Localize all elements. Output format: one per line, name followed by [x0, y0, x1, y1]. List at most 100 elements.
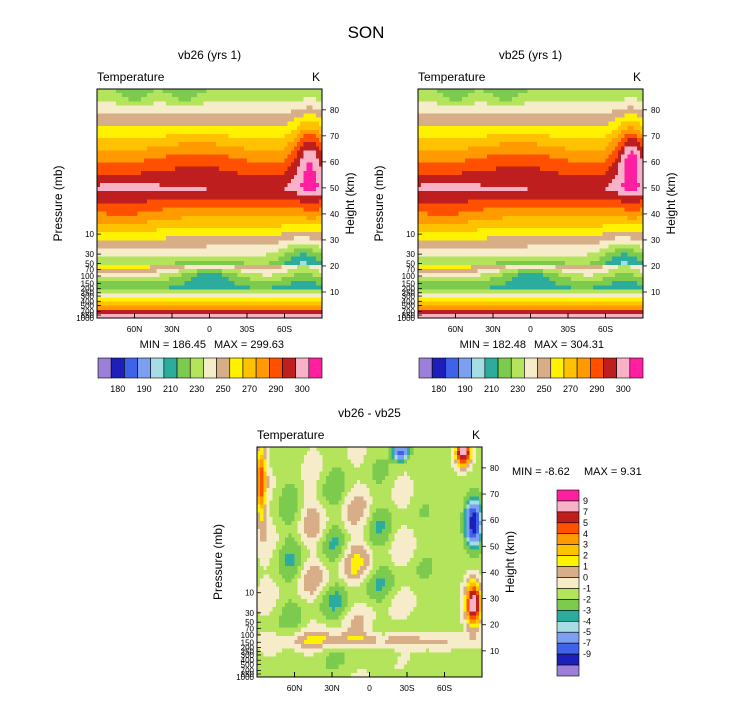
- contour-cell: [193, 178, 198, 184]
- contour-cell: [253, 174, 257, 180]
- contour-cell: [309, 256, 314, 262]
- contour-cell: [212, 203, 217, 209]
- contour-cell: [100, 142, 104, 147]
- contour-cell: [272, 105, 276, 111]
- contour-cell: [318, 260, 323, 266]
- contour-cell: [218, 129, 223, 135]
- contour-cell: [153, 191, 157, 196]
- contour-cell: [125, 121, 129, 127]
- contour-cell: [300, 301, 304, 307]
- contour-cell: [165, 187, 170, 192]
- contour-cell: [197, 309, 201, 315]
- contour-cell: [150, 121, 154, 127]
- contour-cell: [530, 93, 535, 98]
- contour-cell: [293, 232, 298, 237]
- contour-cell: [312, 158, 317, 164]
- contour-cell: [250, 133, 254, 139]
- contour-cell: [137, 301, 142, 307]
- contour-cell: [250, 285, 254, 290]
- contour-cell: [297, 183, 301, 188]
- contour-cell: [287, 268, 292, 274]
- contour-cell: [268, 215, 273, 221]
- contour-cell: [103, 232, 107, 237]
- contour-cell: [134, 223, 139, 229]
- contour-cell: [312, 248, 317, 254]
- contour-cell: [250, 191, 254, 196]
- contour-cell: [318, 170, 323, 176]
- contour-cell: [268, 129, 273, 135]
- contour-cell: [150, 195, 154, 201]
- contour-cell: [147, 150, 151, 156]
- contour-cell: [259, 191, 264, 196]
- contour-cell: [231, 240, 236, 245]
- contour-cell: [165, 293, 170, 299]
- contour-cell: [187, 89, 192, 94]
- contour-cell: [218, 183, 223, 188]
- contour-cell: [103, 109, 107, 115]
- contour-cell: [203, 285, 207, 290]
- contour-cell: [175, 264, 179, 270]
- contour-cell: [184, 166, 189, 172]
- contour-cell: [175, 285, 179, 290]
- contour-cell: [197, 154, 201, 160]
- contour-cell: [106, 289, 111, 295]
- contour-cell: [212, 252, 217, 258]
- contour-cell: [212, 178, 217, 184]
- contour-cell: [318, 174, 323, 180]
- contour-cell: [222, 228, 226, 233]
- contour-cell: [187, 121, 192, 127]
- contour-cell: [306, 223, 311, 229]
- contour-cell: [206, 105, 211, 111]
- contour-cell: [109, 203, 114, 209]
- contour-cell: [253, 158, 257, 164]
- contour-cell: [100, 121, 104, 127]
- contour-cell: [112, 264, 117, 270]
- contour-cell: [209, 207, 214, 213]
- contour-cell: [134, 228, 139, 233]
- contour-cell: [262, 101, 267, 106]
- contour-cell: [112, 89, 117, 94]
- contour-cell: [128, 199, 132, 205]
- contour-cell: [106, 195, 111, 201]
- contour-cell: [228, 207, 232, 213]
- contour-cell: [112, 309, 117, 315]
- contour-cell: [165, 162, 170, 168]
- contour-cell: [143, 113, 148, 119]
- contour-cell: [303, 183, 307, 188]
- contour-cell: [115, 109, 120, 115]
- contour-cell: [147, 129, 151, 135]
- contour-cell: [103, 277, 107, 282]
- contour-cell: [206, 138, 211, 143]
- contour-cell: [259, 178, 264, 184]
- contour-cell: [118, 297, 123, 303]
- contour-cell: [225, 166, 229, 172]
- contour-cell: [106, 248, 111, 254]
- contour-cell: [122, 121, 126, 127]
- contour-cell: [109, 260, 114, 266]
- contour-cell: [237, 236, 242, 241]
- contour-cell: [134, 236, 139, 241]
- contour-cell: [153, 101, 157, 106]
- contour-cell: [240, 113, 245, 119]
- height-tick-label: 50: [330, 184, 339, 193]
- contour-cell: [278, 191, 282, 196]
- contour-cell: [200, 191, 204, 196]
- contour-cell: [122, 162, 126, 168]
- contour-cell: [300, 228, 304, 233]
- contour-cell: [253, 240, 257, 245]
- contour-cell: [240, 301, 245, 307]
- contour-cell: [253, 309, 257, 315]
- contour-cell: [297, 240, 301, 245]
- contour-cell: [275, 97, 279, 102]
- contour-cell: [234, 244, 239, 250]
- contour-cell: [237, 293, 242, 299]
- contour-cell: [178, 191, 182, 196]
- contour-cell: [168, 162, 173, 168]
- contour-cell: [200, 170, 204, 176]
- contour-cell: [290, 244, 295, 250]
- contour-cell: [287, 256, 292, 262]
- contour-cell: [228, 248, 232, 254]
- contour-cell: [106, 273, 111, 278]
- contour-cell: [159, 228, 164, 233]
- contour-cell: [134, 117, 139, 123]
